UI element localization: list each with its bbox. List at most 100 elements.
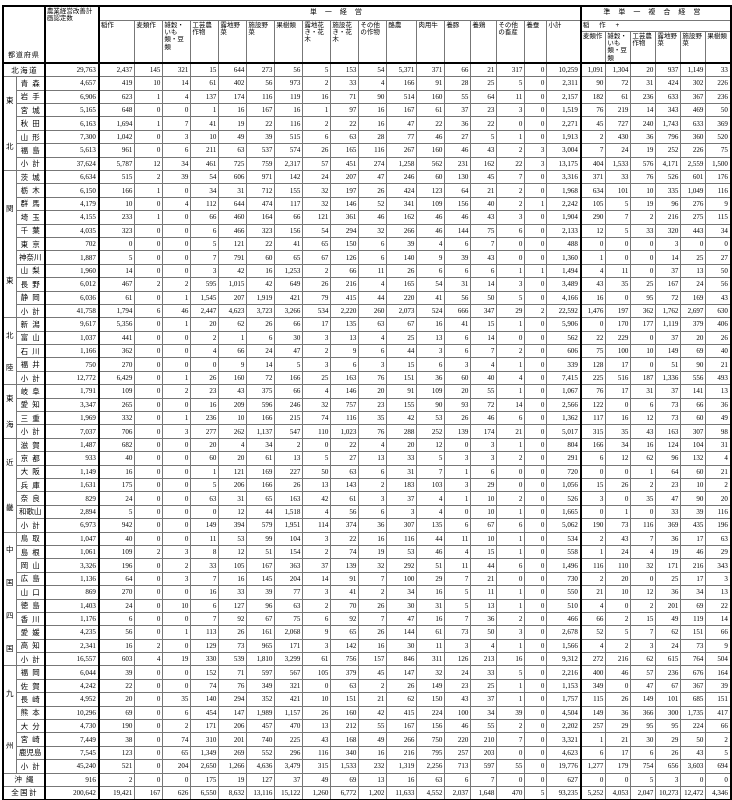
value-cell: 26 [358, 598, 388, 613]
value-cell: 0 [524, 598, 548, 613]
value-cell: 43 [444, 692, 472, 707]
value-cell: 156 [274, 223, 304, 238]
value-cell: 0 [134, 504, 164, 520]
region-label: 北陸 [2, 317, 17, 386]
value-cell: 0 [524, 544, 548, 560]
value-cell: 262 [218, 424, 248, 439]
value-cell: 1,349 [190, 745, 220, 761]
value-cell: 4 [218, 437, 248, 453]
value-cell: 0 [162, 210, 192, 225]
value-cell: 4 [302, 384, 332, 399]
value-cell: 7 [470, 236, 498, 252]
value-cell: 606 [218, 169, 248, 185]
value-cell: 1 [162, 317, 192, 332]
value-cell: 38 [97, 732, 136, 747]
value-cell: 22 [416, 116, 446, 131]
value-cell: 149 [416, 678, 446, 694]
value-cell: 41 [190, 116, 220, 131]
value-cell: 1,496 [546, 558, 582, 573]
value-cell: 644 [218, 196, 248, 212]
value-cell: 0 [162, 236, 192, 252]
value-cell: 47 [358, 169, 388, 185]
value-cell: 55 [470, 719, 498, 734]
value-cell: 164 [246, 210, 276, 225]
value-cell: 1,913 [546, 129, 582, 145]
value-cell: 13,175 [546, 156, 582, 172]
value-cell: 42 [246, 277, 276, 292]
value-cell: 231 [444, 156, 472, 172]
prefecture-name: 岡山 [15, 558, 46, 573]
value-cell: 369 [655, 518, 682, 533]
value-cell: 2 [302, 116, 332, 131]
value-cell: 1,989 [246, 705, 276, 721]
value-cell: 29 [416, 571, 446, 587]
table-row: 岡山 3,326 196 0 2 33 105 167 363 37 139 32 292 51 11 44 6… [3, 558, 732, 573]
value-cell: 1 [134, 183, 164, 198]
value-cell: 22 [246, 116, 276, 131]
value-cell: 321 [162, 62, 192, 78]
value-cell: 2 [162, 558, 192, 573]
value-cell: 3,316 [546, 169, 582, 185]
value-cell: 15 [386, 357, 418, 372]
value-cell: 41 [444, 317, 472, 332]
value-cell: 0 [134, 250, 164, 265]
value-cell: 17 [605, 745, 632, 761]
value-cell: 32 [302, 196, 332, 212]
value-cell: 16 [97, 638, 136, 654]
value-cell: 460 [218, 210, 248, 225]
value-cell: 2 [579, 571, 607, 587]
value-cell: 0 [302, 678, 332, 694]
value-cell: 45 [470, 169, 498, 185]
value-cell: 116 [274, 116, 304, 131]
value-cell: 1,091 [579, 62, 607, 78]
value-cell: 4 [444, 544, 472, 560]
value-cell: 73 [605, 518, 632, 533]
value-cell: 95 [630, 719, 657, 734]
value-cell: 339 [546, 357, 582, 372]
value-cell: 0 [134, 384, 164, 399]
value-cell: 0 [134, 103, 164, 118]
value-cell: 796 [655, 129, 682, 145]
value-cell: 0 [162, 344, 192, 359]
value-cell: 0 [134, 531, 164, 546]
value-cell: 16 [358, 531, 388, 546]
value-cell: 29 [470, 477, 498, 493]
value-cell: 6,036 [43, 290, 100, 305]
value-cell: 516 [605, 370, 632, 386]
value-cell: 4 [302, 504, 332, 520]
value-cell: 66 [274, 317, 304, 332]
value-cell: 167 [246, 103, 276, 118]
value-cell: 109 [97, 384, 136, 399]
region-group: 関東茨城 6,634 515 2 39 54 606 971 142 24 207 47 246 60 13… [2, 169, 732, 319]
value-cell: 16 [358, 116, 388, 131]
region-group: 沖縄 916 2 0 0 175 19 127 37 49 69 13 16 63 6 7 0 0 627 0 0 5 3 0… [2, 772, 732, 787]
prefecture-name: 山口 [15, 585, 46, 600]
value-cell: 1,153 [546, 678, 582, 694]
value-cell: 100 [605, 344, 632, 359]
value-cell: 0 [630, 236, 657, 252]
value-cell: 7 [470, 344, 498, 359]
value-cell: 14 [630, 103, 657, 118]
value-cell: 266 [386, 732, 418, 747]
subtotal-label: 小計 [15, 424, 46, 439]
value-cell: 24 [605, 143, 632, 158]
value-cell: 1,566 [546, 638, 582, 654]
value-cell: 3,347 [43, 397, 100, 413]
value-cell: 6 [358, 504, 388, 520]
prefecture-name: 北海道 [2, 62, 46, 78]
value-cell: 16,557 [43, 652, 100, 667]
value-cell: 597 [246, 665, 276, 680]
value-cell: 1,533 [330, 759, 360, 774]
value-cell: 167 [246, 558, 276, 573]
value-cell: 0 [524, 705, 548, 721]
value-cell: 30 [386, 598, 418, 613]
value-cell: 3,321 [546, 732, 582, 747]
value-cell: 14 [97, 263, 136, 279]
value-cell: 534 [302, 303, 332, 319]
value-cell: 415 [386, 705, 418, 721]
value-cell: 236 [705, 89, 732, 105]
value-cell: 9 [705, 196, 732, 212]
value-cell: 454 [190, 705, 220, 721]
table-row: 愛知 3,347 265 0 0 16 209 596 246 32 757 23 155 90 93 72 1… [3, 397, 732, 413]
value-cell: 73 [444, 625, 472, 640]
